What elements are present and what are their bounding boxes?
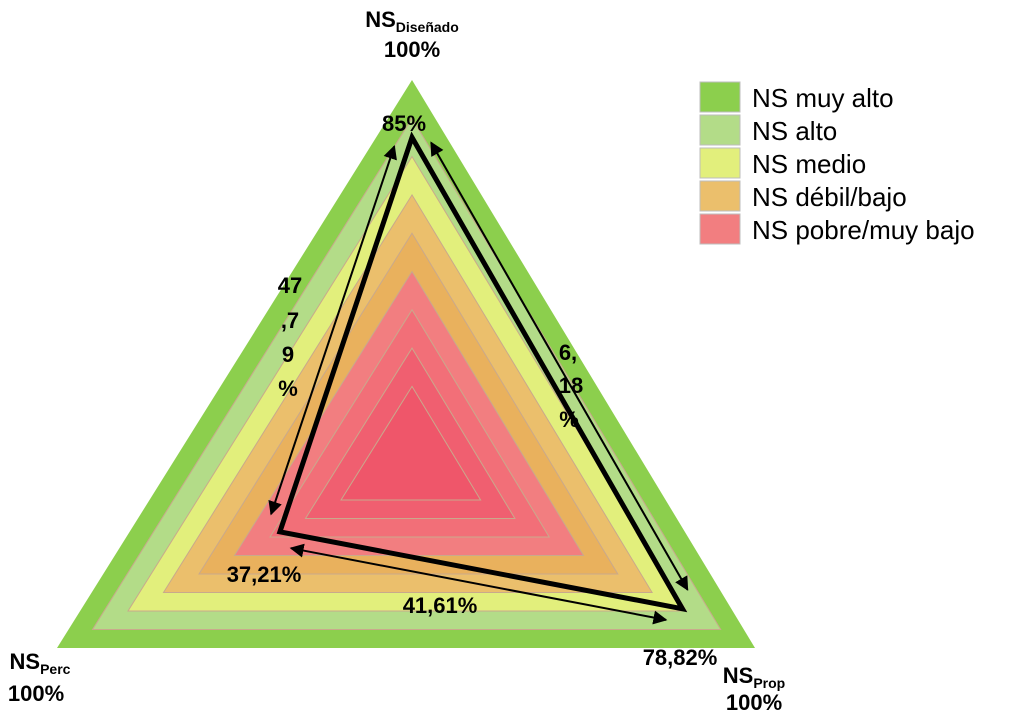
edge-label-left-2: ,7	[281, 308, 299, 333]
legend-swatch-2	[699, 114, 741, 146]
legend-swatch-5	[699, 213, 741, 245]
vertex-top-main: NS	[365, 7, 396, 32]
legend-label-3: NS medio	[752, 149, 866, 179]
legend-label-5: NS pobre/muy bajo	[752, 215, 975, 245]
point-label-left: 37,21%	[227, 562, 302, 587]
vertex-top-pct: 100%	[384, 37, 440, 62]
edge-label-left-3: 9	[282, 342, 294, 367]
legend-label-2: NS alto	[752, 116, 837, 146]
vertex-label-top: NSDiseñado	[365, 7, 459, 35]
arrow-top-right	[430, 141, 689, 591]
edge-label-right-3: %	[559, 407, 579, 432]
arrow-left-right	[289, 543, 668, 625]
vertex-right-main: NS	[723, 663, 754, 688]
arrow-top-left	[268, 144, 397, 516]
legend-label-1: NS muy alto	[752, 83, 894, 113]
point-label-right: 78,82%	[643, 645, 718, 670]
vertex-left-main: NS	[10, 649, 41, 674]
difference-arrows	[268, 141, 689, 625]
point-label-top: 85%	[382, 111, 426, 136]
vertex-right-pct: 100%	[726, 690, 782, 714]
vertex-left-pct: 100%	[8, 681, 64, 706]
level-bands	[57, 80, 755, 648]
vertex-label-left: NSPerc	[10, 649, 71, 677]
vertex-top-sub: Diseñado	[396, 19, 459, 35]
edge-label-right-2: 18	[559, 373, 583, 398]
vertex-left-sub: Perc	[40, 661, 71, 677]
legend-swatch-1	[699, 81, 741, 113]
vertex-right-sub: Prop	[753, 675, 785, 691]
vertex-label-right: NSProp	[723, 663, 785, 691]
edge-label-bottom: 41,61%	[403, 593, 478, 618]
edge-label-right-1: 6,	[559, 340, 577, 365]
legend-swatch-4	[699, 180, 741, 212]
edge-label-left-1: 47	[278, 273, 302, 298]
edge-label-left-4: %	[278, 376, 298, 401]
legend-swatch-3	[699, 147, 741, 179]
legend-label-4: NS débil/bajo	[752, 182, 907, 212]
